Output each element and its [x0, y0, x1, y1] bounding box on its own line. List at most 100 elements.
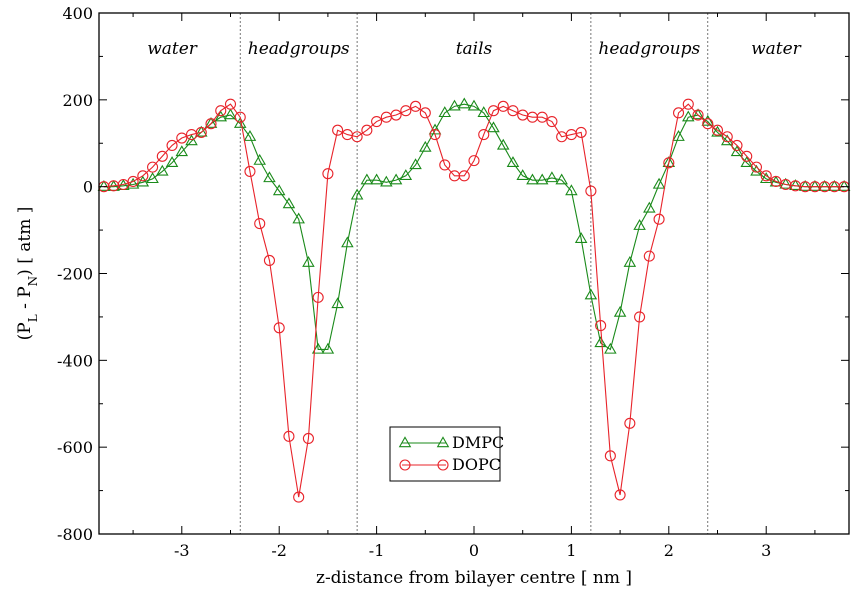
data-point-dmpc: [720, 134, 734, 146]
data-point-dopc: [117, 178, 129, 191]
data-point-dmpc: [311, 342, 325, 354]
series-line-dopc: [103, 103, 845, 498]
data-point-dopc: [166, 139, 178, 151]
data-point-dopc: [663, 157, 675, 169]
data-point-dopc: [322, 168, 334, 180]
x-axis-label: z-distance from bilayer centre [ nm ]: [316, 568, 632, 588]
data-point-dmpc: [282, 197, 296, 209]
data-point-dmpc: [224, 108, 237, 120]
y-axis-label: (PL - PN) [ atm ]: [15, 207, 40, 341]
data-point-dmpc: [419, 140, 432, 152]
data-point-dopc: [254, 218, 266, 230]
y-label-sub-l: L: [26, 314, 40, 322]
data-point-dmpc: [555, 173, 568, 185]
data-point-dopc: [400, 105, 412, 117]
legend-label: DMPC: [452, 433, 504, 452]
data-point-dopc: [147, 161, 159, 173]
data-point-dopc: [137, 170, 149, 182]
x-tick-label: 3: [761, 541, 771, 560]
legend-marker: [436, 436, 450, 448]
data-point-dopc: [741, 150, 753, 162]
data-point-dmpc: [185, 134, 198, 146]
data-point-dopc: [672, 107, 685, 119]
data-point-dopc: [283, 430, 295, 442]
data-point-dmpc: [399, 169, 413, 181]
series-dopc: [98, 98, 850, 503]
data-point-dmpc: [360, 173, 374, 185]
x-tick-label: 2: [664, 541, 674, 560]
data-point-dmpc: [389, 173, 403, 185]
data-point-dopc: [234, 111, 246, 123]
data-point-dopc: [458, 170, 470, 182]
data-point-dopc: [750, 161, 763, 173]
legend-item-dopc: DOPC: [399, 455, 501, 474]
data-point-dmpc: [380, 175, 393, 187]
x-tick-label: 0: [469, 541, 479, 560]
data-point-dmpc: [574, 232, 588, 243]
data-point-dmpc: [604, 342, 617, 354]
data-point-dmpc: [682, 110, 695, 122]
y-tick-label: 200: [62, 91, 93, 110]
data-point-dopc: [643, 250, 655, 262]
data-point-dopc: [604, 450, 616, 462]
legend: DMPC DOPC: [389, 426, 504, 482]
data-point-dopc: [390, 109, 402, 121]
data-point-dopc: [682, 98, 694, 110]
data-point-dmpc: [370, 173, 383, 185]
region-label: water: [147, 39, 198, 59]
data-point-dopc: [312, 291, 324, 303]
data-point-dopc: [263, 254, 276, 267]
data-point-dopc: [293, 491, 305, 503]
region-label: tails: [456, 39, 493, 59]
data-point-dmpc: [701, 114, 715, 126]
data-point-dmpc: [740, 156, 753, 167]
data-point-dmpc: [487, 121, 500, 133]
data-point-dopc: [634, 311, 646, 323]
y-tick-label: -400: [57, 351, 93, 370]
data-point-dmpc: [341, 236, 354, 248]
data-point-dmpc: [594, 336, 607, 348]
data-point-dmpc: [623, 255, 637, 267]
legend-item-dmpc: DMPC: [398, 433, 504, 452]
legend-marker: [437, 459, 449, 471]
data-point-dmpc: [652, 177, 666, 189]
data-point-dopc: [371, 115, 383, 128]
data-point-dmpc: [584, 288, 598, 300]
data-point-dopc: [546, 115, 558, 128]
y-axis: -800 -600 -400 -200 0 200 400: [57, 4, 849, 544]
y-tick-label: 0: [83, 178, 93, 197]
data-point-dmpc: [837, 179, 851, 191]
data-point-dopc: [156, 150, 168, 162]
series-dmpc: [97, 97, 851, 354]
data-point-dmpc: [204, 117, 218, 128]
data-point-dmpc: [195, 125, 208, 137]
region-label: headgroups: [248, 39, 350, 59]
y-label-open: (P: [15, 322, 35, 340]
x-axis: -3 -2 -1 0 1 2 3: [132, 13, 816, 560]
data-point-dopc: [215, 105, 227, 117]
data-point-dopc: [351, 131, 363, 143]
data-point-dmpc: [350, 188, 364, 200]
data-point-dmpc: [662, 156, 676, 167]
x-tick-label: -3: [174, 541, 190, 560]
data-point-dopc: [429, 129, 441, 141]
legend-box: [389, 426, 501, 482]
data-point-dopc: [205, 118, 217, 130]
data-series: [97, 97, 851, 503]
data-point-dopc: [273, 322, 285, 334]
data-point-dmpc: [477, 106, 491, 118]
data-point-dmpc: [691, 108, 705, 120]
x-tick-label: -2: [271, 541, 287, 560]
data-point-dopc: [624, 417, 636, 429]
data-point-dopc: [507, 105, 519, 117]
data-point-dmpc: [263, 171, 276, 183]
data-point-dmpc: [438, 106, 452, 118]
data-point-dmpc: [516, 169, 529, 181]
data-point-dopc: [595, 320, 607, 332]
y-label-mid: - P: [15, 286, 35, 314]
data-point-dmpc: [214, 110, 228, 122]
data-point-dmpc: [506, 156, 520, 167]
data-point-dopc: [224, 98, 237, 110]
data-point-dmpc: [535, 173, 549, 185]
